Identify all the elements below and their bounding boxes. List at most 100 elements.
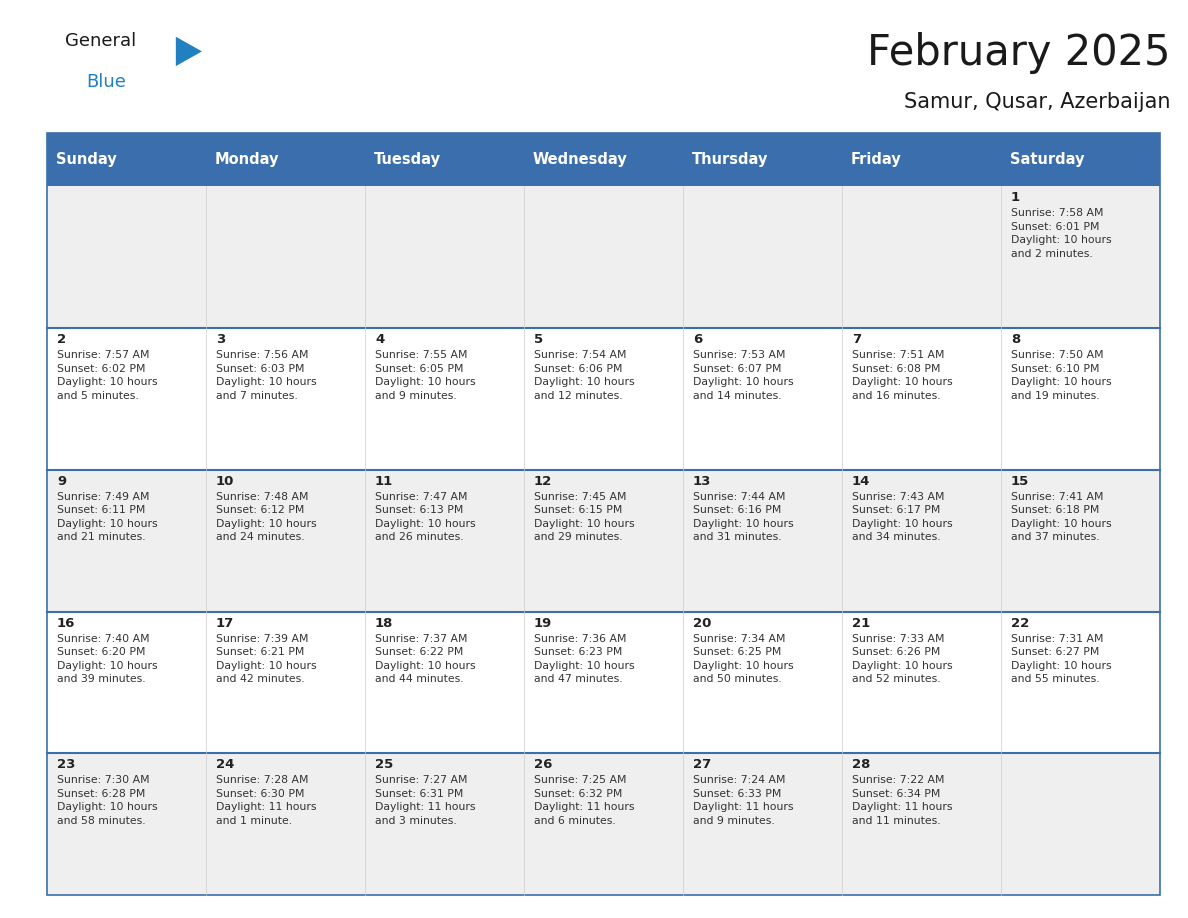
Text: Sunrise: 7:57 AM: Sunrise: 7:57 AM: [57, 350, 150, 360]
Bar: [365, 611, 524, 754]
Bar: [842, 328, 1001, 470]
Text: Sunrise: 7:36 AM: Sunrise: 7:36 AM: [533, 633, 626, 644]
Text: Thursday: Thursday: [691, 152, 769, 167]
Bar: [683, 754, 842, 895]
Text: Sunset: 6:20 PM: Sunset: 6:20 PM: [57, 647, 145, 657]
Text: Sunrise: 7:22 AM: Sunrise: 7:22 AM: [852, 776, 944, 785]
Bar: [842, 186, 1001, 328]
Text: Saturday: Saturday: [1010, 152, 1085, 167]
Text: Sunset: 6:01 PM: Sunset: 6:01 PM: [1011, 222, 1100, 232]
Text: and 1 minute.: and 1 minute.: [216, 816, 292, 826]
Text: and 12 minutes.: and 12 minutes.: [533, 390, 623, 400]
Text: and 7 minutes.: and 7 minutes.: [216, 390, 298, 400]
Text: Sunset: 6:17 PM: Sunset: 6:17 PM: [852, 505, 941, 515]
Text: and 5 minutes.: and 5 minutes.: [57, 390, 139, 400]
Text: Blue: Blue: [87, 73, 127, 92]
Text: and 19 minutes.: and 19 minutes.: [1011, 390, 1100, 400]
Text: Sunrise: 7:39 AM: Sunrise: 7:39 AM: [216, 633, 309, 644]
Text: Sunrise: 7:37 AM: Sunrise: 7:37 AM: [375, 633, 468, 644]
Text: and 9 minutes.: and 9 minutes.: [693, 816, 775, 826]
Text: and 6 minutes.: and 6 minutes.: [533, 816, 615, 826]
Text: 19: 19: [533, 617, 552, 630]
Text: 3: 3: [216, 333, 226, 346]
Text: 13: 13: [693, 475, 712, 487]
Text: Sunrise: 7:43 AM: Sunrise: 7:43 AM: [852, 492, 944, 502]
Text: Sunrise: 7:54 AM: Sunrise: 7:54 AM: [533, 350, 626, 360]
Text: and 11 minutes.: and 11 minutes.: [852, 816, 941, 826]
Bar: [48, 470, 206, 611]
Text: Sunrise: 7:30 AM: Sunrise: 7:30 AM: [57, 776, 150, 785]
Text: Sunrise: 7:28 AM: Sunrise: 7:28 AM: [216, 776, 309, 785]
Bar: [206, 328, 365, 470]
Text: 18: 18: [375, 617, 393, 630]
Text: Wednesday: Wednesday: [533, 152, 627, 167]
Bar: [48, 328, 206, 470]
Text: 24: 24: [216, 758, 234, 771]
Text: and 2 minutes.: and 2 minutes.: [1011, 249, 1093, 259]
Text: 5: 5: [533, 333, 543, 346]
Text: Sunset: 6:06 PM: Sunset: 6:06 PM: [533, 364, 623, 374]
Text: and 26 minutes.: and 26 minutes.: [375, 532, 463, 543]
Text: Daylight: 10 hours: Daylight: 10 hours: [533, 519, 634, 529]
Text: Sunset: 6:34 PM: Sunset: 6:34 PM: [852, 789, 941, 799]
Text: Sunset: 6:21 PM: Sunset: 6:21 PM: [216, 647, 304, 657]
Text: and 14 minutes.: and 14 minutes.: [693, 390, 782, 400]
Bar: [683, 611, 842, 754]
Text: Sunset: 6:15 PM: Sunset: 6:15 PM: [533, 505, 623, 515]
Text: Daylight: 11 hours: Daylight: 11 hours: [375, 802, 475, 812]
Text: Sunrise: 7:34 AM: Sunrise: 7:34 AM: [693, 633, 785, 644]
Text: Sunset: 6:32 PM: Sunset: 6:32 PM: [533, 789, 623, 799]
Bar: [365, 470, 524, 611]
Text: Daylight: 10 hours: Daylight: 10 hours: [1011, 519, 1112, 529]
Text: and 3 minutes.: and 3 minutes.: [375, 816, 456, 826]
Text: and 39 minutes.: and 39 minutes.: [57, 674, 146, 684]
Text: Sunset: 6:31 PM: Sunset: 6:31 PM: [375, 789, 463, 799]
Text: Sunset: 6:30 PM: Sunset: 6:30 PM: [216, 789, 304, 799]
Text: Sunrise: 7:49 AM: Sunrise: 7:49 AM: [57, 492, 150, 502]
Text: Sunrise: 7:51 AM: Sunrise: 7:51 AM: [852, 350, 944, 360]
Text: and 47 minutes.: and 47 minutes.: [533, 674, 623, 684]
Text: Daylight: 10 hours: Daylight: 10 hours: [693, 519, 794, 529]
Text: Sunset: 6:08 PM: Sunset: 6:08 PM: [852, 364, 941, 374]
Text: 10: 10: [216, 475, 234, 487]
Text: Daylight: 10 hours: Daylight: 10 hours: [216, 519, 317, 529]
Text: Sunset: 6:26 PM: Sunset: 6:26 PM: [852, 647, 941, 657]
Text: and 24 minutes.: and 24 minutes.: [216, 532, 304, 543]
Text: Sunrise: 7:24 AM: Sunrise: 7:24 AM: [693, 776, 785, 785]
Text: Sunrise: 7:40 AM: Sunrise: 7:40 AM: [57, 633, 150, 644]
Text: Daylight: 10 hours: Daylight: 10 hours: [852, 519, 953, 529]
Text: Daylight: 10 hours: Daylight: 10 hours: [375, 519, 475, 529]
Text: Sunrise: 7:27 AM: Sunrise: 7:27 AM: [375, 776, 468, 785]
Text: Daylight: 11 hours: Daylight: 11 hours: [533, 802, 634, 812]
Bar: [524, 470, 683, 611]
Text: Sunset: 6:05 PM: Sunset: 6:05 PM: [375, 364, 463, 374]
Text: 21: 21: [852, 617, 871, 630]
Text: Sunset: 6:22 PM: Sunset: 6:22 PM: [375, 647, 463, 657]
Text: February 2025: February 2025: [867, 32, 1170, 74]
Polygon shape: [176, 37, 202, 66]
Text: 28: 28: [852, 758, 871, 771]
Bar: [842, 611, 1001, 754]
Text: Daylight: 10 hours: Daylight: 10 hours: [852, 661, 953, 670]
Bar: [683, 186, 842, 328]
Text: General: General: [65, 32, 137, 50]
Text: Tuesday: Tuesday: [374, 152, 441, 167]
Text: Sunrise: 7:48 AM: Sunrise: 7:48 AM: [216, 492, 309, 502]
Text: 1: 1: [1011, 191, 1020, 205]
Text: and 29 minutes.: and 29 minutes.: [533, 532, 623, 543]
Bar: [48, 754, 206, 895]
Bar: [842, 470, 1001, 611]
Text: 15: 15: [1011, 475, 1029, 487]
Text: Samur, Qusar, Azerbaijan: Samur, Qusar, Azerbaijan: [904, 92, 1170, 112]
Bar: [365, 754, 524, 895]
Text: and 42 minutes.: and 42 minutes.: [216, 674, 304, 684]
Text: Daylight: 10 hours: Daylight: 10 hours: [533, 661, 634, 670]
Text: 27: 27: [693, 758, 712, 771]
Text: 16: 16: [57, 617, 75, 630]
Text: 8: 8: [1011, 333, 1020, 346]
Text: Daylight: 10 hours: Daylight: 10 hours: [693, 377, 794, 387]
Text: Sunset: 6:03 PM: Sunset: 6:03 PM: [216, 364, 304, 374]
Text: Sunrise: 7:31 AM: Sunrise: 7:31 AM: [1011, 633, 1104, 644]
Bar: [48, 133, 1159, 895]
Text: Sunrise: 7:45 AM: Sunrise: 7:45 AM: [533, 492, 626, 502]
